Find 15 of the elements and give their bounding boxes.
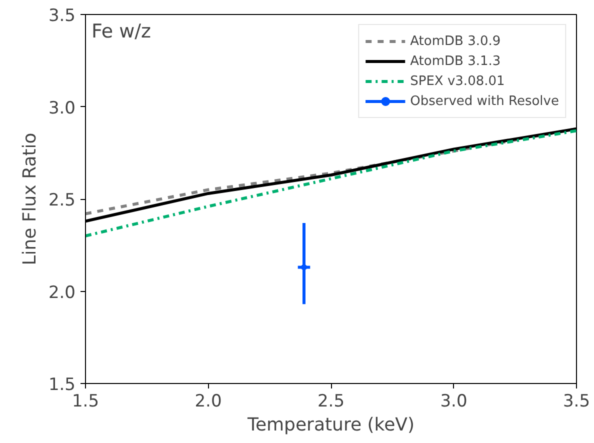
y-tick-label: 3.0 bbox=[48, 98, 76, 118]
y-tick-label: 2.0 bbox=[48, 282, 76, 303]
legend-label: AtomDB 3.0.9 bbox=[410, 33, 501, 49]
y-tick-label: 2.5 bbox=[48, 190, 76, 210]
x-tick-label: 3.0 bbox=[440, 392, 468, 412]
x-tick-label: 2.5 bbox=[317, 392, 345, 412]
annotation: Fe w/z bbox=[92, 20, 152, 42]
x-tick-label: 2.0 bbox=[194, 392, 222, 412]
legend-label: AtomDB 3.1.3 bbox=[410, 53, 501, 69]
y-tick-label: 3.5 bbox=[48, 6, 76, 26]
x-tick-label: 3.5 bbox=[562, 392, 590, 412]
x-axis-title: Temperature (keV) bbox=[246, 414, 414, 436]
y-axis-title: Line Flux Ratio bbox=[19, 132, 40, 266]
legend-label: SPEX v3.08.01 bbox=[410, 73, 505, 89]
legend-label: Observed with Resolve bbox=[410, 93, 559, 109]
